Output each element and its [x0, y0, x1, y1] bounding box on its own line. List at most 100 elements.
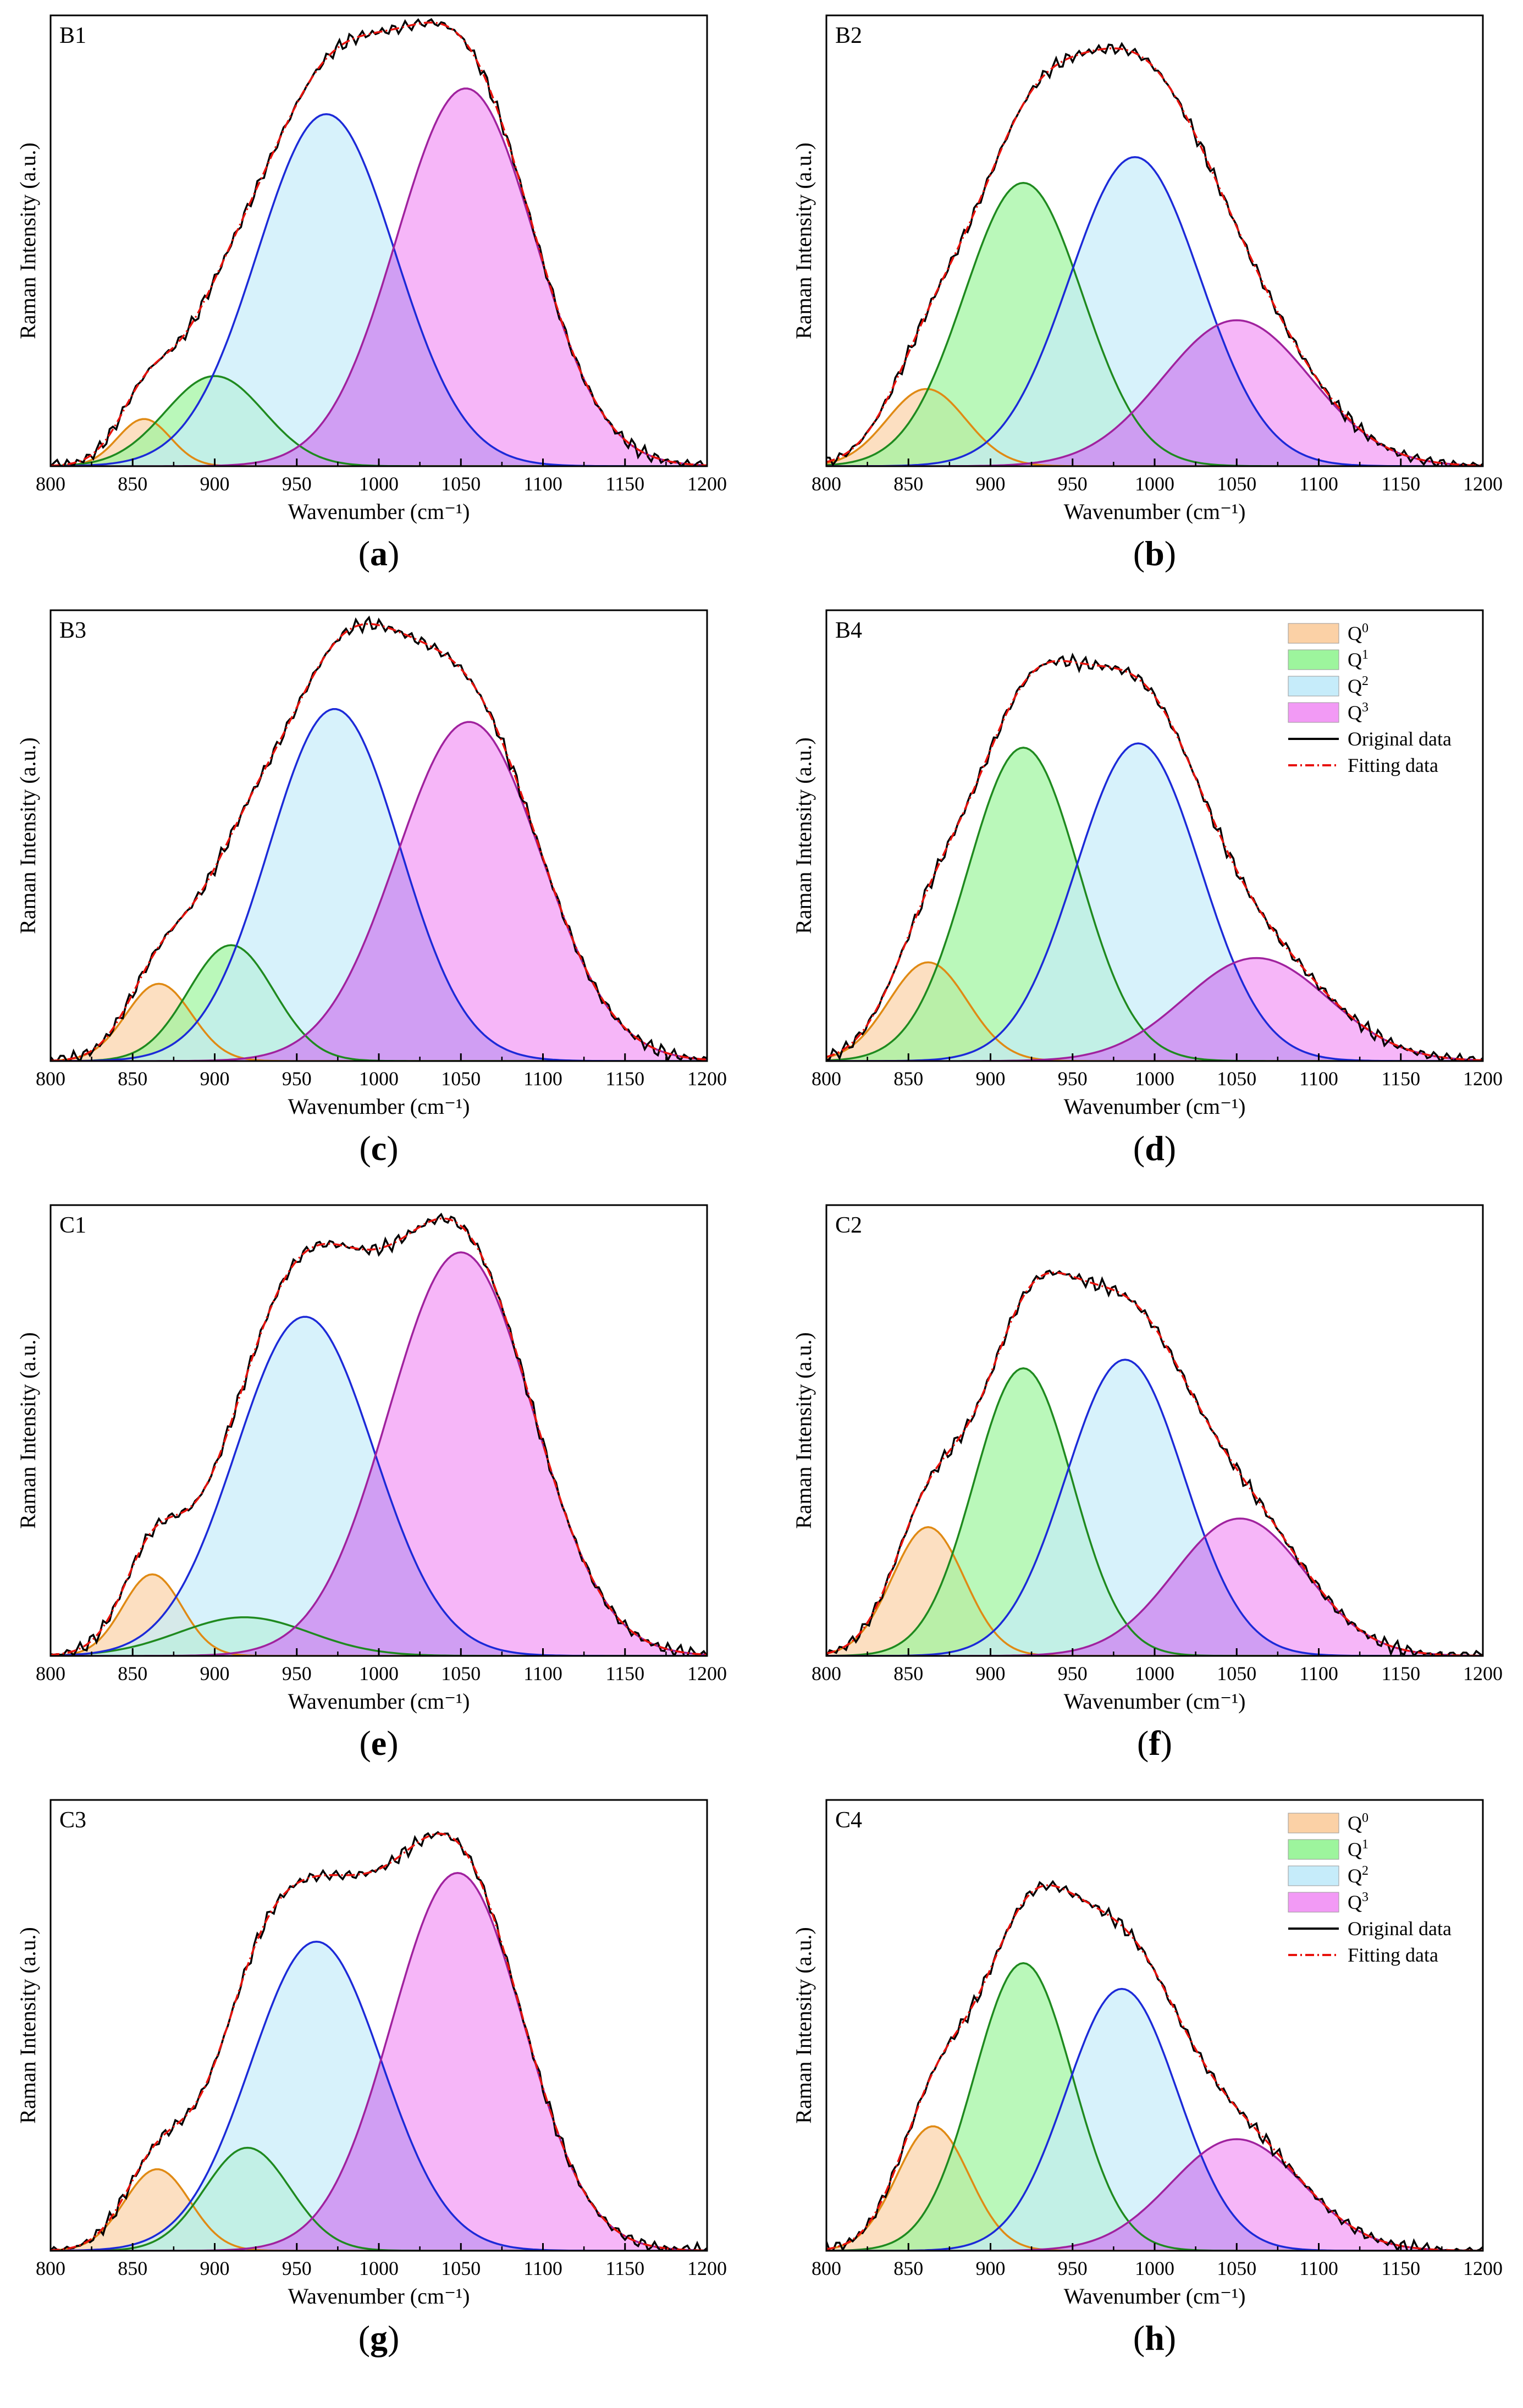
x-tick-label: 900: [200, 1068, 230, 1090]
legend-swatch-q3: [1288, 702, 1339, 723]
x-tick-label: 1050: [1217, 1068, 1256, 1090]
x-tick-label: 1200: [1463, 1663, 1503, 1685]
band-q1-fill: [826, 1368, 1483, 1656]
band-overlap-fill: [51, 2063, 707, 2251]
original-data-line: [51, 615, 707, 1061]
x-tick-label: 900: [200, 473, 230, 495]
x-tick-label: 1000: [359, 473, 399, 495]
x-tick-label: 1200: [687, 473, 727, 495]
x-tick-label: 1150: [1381, 1663, 1420, 1685]
x-tick-label: 1000: [1135, 1663, 1174, 1685]
panel-c1: 800 850 900 950 1000 1050 1100 1150 1200 Wavenumb…: [15, 1204, 727, 1763]
fitting-data-line: [826, 660, 1483, 1061]
legend-swatch-q2: [1288, 676, 1339, 697]
panel-b4: 800 850 900 950 1000 1050 1100 1150 1200 Wavenumb…: [791, 609, 1503, 1168]
x-tick-label: 800: [36, 1663, 65, 1685]
x-tick-label: 850: [893, 1068, 923, 1090]
x-tick-label: 1200: [687, 1068, 727, 1090]
band-q1-line: [826, 1962, 1483, 2251]
legend-label-fitting: Fitting data: [1348, 754, 1438, 776]
subfigure-caption: (e): [359, 1724, 398, 1763]
x-tick-label: 1000: [359, 2257, 399, 2279]
x-axis-title: Wavenumber (cm⁻¹): [1064, 499, 1246, 524]
band-q1-fill: [826, 1963, 1483, 2251]
band-q1-line: [826, 181, 1483, 466]
x-tick-label: 1050: [1217, 1663, 1256, 1685]
x-axis-title: Wavenumber (cm⁻¹): [288, 1689, 470, 1714]
x-axis-title: Wavenumber (cm⁻¹): [288, 2284, 470, 2308]
x-tick-label: 1000: [1135, 1068, 1174, 1090]
subfigure-caption: (c): [359, 1129, 398, 1168]
legend-label-q1: Q1: [1348, 1837, 1369, 1860]
x-tick-label: 850: [893, 2257, 923, 2279]
fitting-data-line: [51, 623, 707, 1061]
legend-swatch-q0: [1288, 623, 1339, 644]
y-axis-title: Raman Intensity (a.u.): [791, 737, 816, 934]
y-axis-title: Raman Intensity (a.u.): [791, 1332, 816, 1529]
legend: Q0 Q1 Q2 Q3 Original data Fitting data: [1288, 1811, 1452, 1966]
x-tick-label: 1100: [523, 473, 562, 495]
x-tick-label: 950: [282, 2257, 312, 2279]
y-axis-title: Raman Intensity (a.u.): [15, 1927, 40, 2124]
band-overlap-fill: [826, 1538, 1483, 1656]
x-tick-label: 1200: [687, 1663, 727, 1685]
y-axis-title: Raman Intensity (a.u.): [791, 142, 816, 339]
panel-label: B3: [59, 618, 86, 643]
x-tick-label: 1100: [1299, 1068, 1338, 1090]
x-tick-label: 900: [976, 1663, 1006, 1685]
x-tick-label: 1050: [441, 473, 481, 495]
x-tick-label: 850: [118, 2257, 147, 2279]
band-q0-line: [51, 982, 707, 1061]
band-q1-fill: [826, 183, 1483, 466]
panel-b3: 800 850 900 950 1000 1050 1100 1150 1200 Wavenumb…: [15, 609, 727, 1168]
fitting-data-line: [826, 47, 1483, 466]
x-tick-label: 1100: [523, 1663, 562, 1685]
legend-label-q2: Q2: [1348, 1864, 1369, 1887]
band-overlap-fill: [826, 325, 1483, 466]
band-overlap-fill: [51, 252, 707, 466]
fitting-data-line: [51, 21, 707, 466]
legend-swatch-q1: [1288, 649, 1339, 670]
x-tick-label: 850: [118, 1068, 147, 1090]
x-tick-label: 800: [812, 473, 841, 495]
plot-area: [51, 18, 707, 466]
x-tick-label: 1050: [1217, 2257, 1256, 2279]
panel-label: C1: [59, 1213, 86, 1238]
x-tick-label: 1150: [605, 2257, 644, 2279]
x-tick-label: 850: [893, 473, 923, 495]
subfigure-caption: (h): [1133, 2318, 1176, 2357]
legend: Q0 Q1 Q2 Q3 Original data Fitting data: [1288, 621, 1452, 776]
band-q0-line: [826, 2125, 1483, 2251]
x-tick-label: 900: [976, 1068, 1006, 1090]
x-tick-label: 1100: [523, 1068, 562, 1090]
x-tick-label: 1100: [523, 2257, 562, 2279]
x-tick-label: 800: [812, 2257, 841, 2279]
panel-label: B1: [59, 23, 86, 48]
band-q1-fill: [826, 747, 1483, 1061]
x-tick-label: 900: [200, 2257, 230, 2279]
legend-swatch-q1: [1288, 1839, 1339, 1860]
band-q3-fill: [826, 1518, 1483, 1656]
band-q3-fill: [826, 958, 1483, 1061]
x-tick-label: 800: [812, 1068, 841, 1090]
x-tick-label: 950: [1058, 2257, 1088, 2279]
x-tick-label: 950: [282, 473, 312, 495]
band-q0-line: [826, 961, 1483, 1061]
x-tick-label: 950: [282, 1663, 312, 1685]
x-tick-label: 1050: [441, 1663, 481, 1685]
band-q3-line: [826, 957, 1483, 1061]
x-tick-label: 950: [1058, 1663, 1088, 1685]
plot-area: [826, 653, 1483, 1061]
legend-swatch-q3: [1288, 1892, 1339, 1913]
x-tick-label: 1150: [605, 1068, 644, 1090]
band-q0-line: [826, 1526, 1483, 1656]
x-tick-label: 1050: [441, 1068, 481, 1090]
legend-label-original: Original data: [1348, 728, 1452, 750]
x-axis-title: Wavenumber (cm⁻¹): [288, 1094, 470, 1119]
panel-c4: 800 850 900 950 1000 1050 1100 1150 1200 Wavenumb…: [791, 1799, 1503, 2357]
x-tick-label: 1150: [1381, 473, 1420, 495]
legend-label-fitting: Fitting data: [1348, 1944, 1438, 1966]
x-tick-label: 1050: [441, 2257, 481, 2279]
band-q3-fill: [826, 2139, 1483, 2251]
x-tick-label: 850: [118, 473, 147, 495]
